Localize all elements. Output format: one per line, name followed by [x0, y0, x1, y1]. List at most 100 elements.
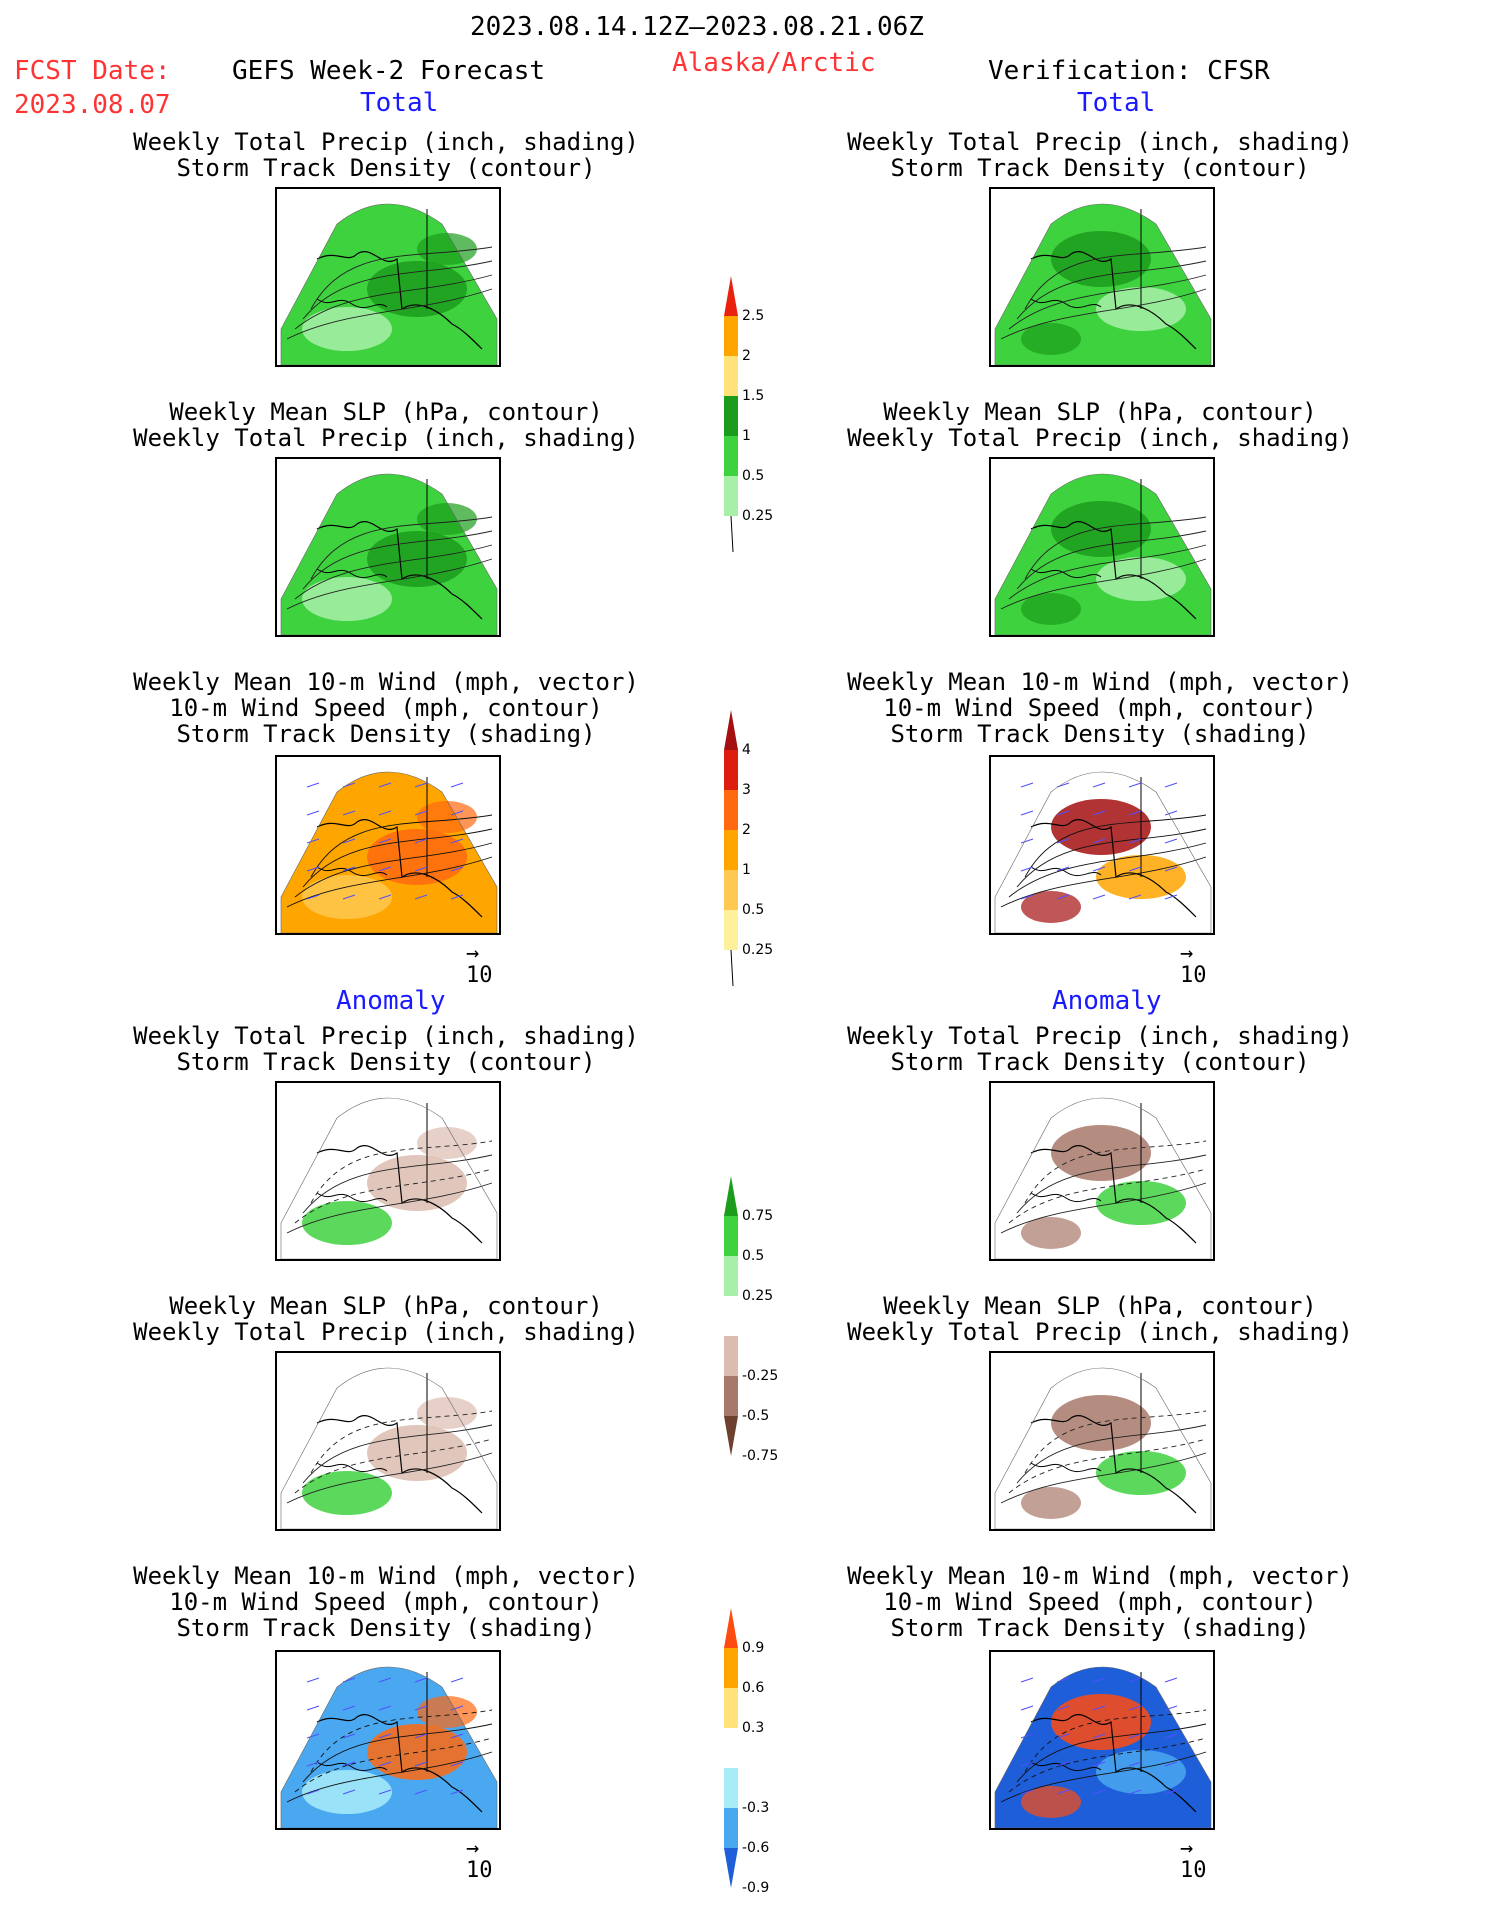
colorbar-segment: [724, 750, 738, 790]
colorbar-segment: [724, 1216, 738, 1256]
colorbar-segment: [724, 476, 738, 516]
colorbar-segment: [724, 1768, 738, 1808]
panel-title-4-left-line1: Weekly Total Precip (inch, shading): [133, 1318, 639, 1346]
colorbar-segment: [724, 1376, 738, 1416]
colorbar-segment: [724, 710, 738, 750]
panel-title-1-right-line0: Weekly Mean SLP (hPa, contour): [883, 398, 1317, 426]
colorbar-tick-label: 0.25: [742, 942, 774, 958]
colorbar-tick-label: -0.6: [742, 1840, 770, 1856]
colorbar-segment: [724, 870, 738, 910]
colorbar-tick-label: -0.9: [742, 1880, 770, 1896]
panel-title-0-right-line0: Weekly Total Precip (inch, shading): [847, 128, 1353, 156]
vector-reference-arrow: → 10: [466, 941, 493, 989]
colorbar-tick-label: 1: [742, 428, 751, 444]
panel-title-0-left-line0: Weekly Total Precip (inch, shading): [133, 128, 639, 156]
fcst-date-label: FCST Date:: [14, 56, 171, 86]
map-panel-4-forecast: [275, 1351, 501, 1531]
colorbar-storm-anom: [724, 1608, 738, 1888]
colorbar-tick-label: 3: [742, 782, 751, 798]
colorbar-tick-label: 2.5: [742, 308, 765, 324]
colorbar-segment: [724, 1688, 738, 1728]
verification-title: Verification: CFSR: [988, 56, 1270, 86]
panel-title-2-right-line0: Weekly Mean 10-m Wind (mph, vector): [847, 668, 1353, 696]
colorbar-tick-label: 0.5: [742, 1248, 765, 1264]
colorbar-tick-label: 4: [742, 742, 751, 758]
panel-title-4-left-line0: Weekly Mean SLP (hPa, contour): [169, 1292, 603, 1320]
colorbar-tick-label: 0.5: [742, 468, 765, 484]
colorbar-segment: [724, 1728, 738, 1768]
panel-title-4-right-line0: Weekly Mean SLP (hPa, contour): [883, 1292, 1317, 1320]
panel-title-1-right-line1: Weekly Total Precip (inch, shading): [847, 424, 1353, 452]
colorbar-tick-label: -0.5: [742, 1408, 770, 1424]
colorbar-tick-label: 0.9: [742, 1640, 765, 1656]
map-panel-2-forecast: [275, 755, 501, 935]
colorbar-segment: [724, 790, 738, 830]
panel-title-0-right-line1: Storm Track Density (contour): [890, 154, 1310, 182]
vector-reference-arrow: → 10: [1180, 941, 1207, 989]
vector-reference-label: 10: [1180, 1858, 1207, 1883]
colorbar-tick-label: -0.75: [742, 1448, 779, 1464]
panel-title-5-left-line1: 10-m Wind Speed (mph, contour): [169, 1588, 603, 1616]
colorbar-segment: [724, 1336, 738, 1376]
colorbar-segment: [724, 356, 738, 396]
colorbar-segment: [724, 1256, 738, 1296]
colorbar-tick-label: 0.25: [742, 1288, 774, 1304]
colorbar-segment: [724, 396, 738, 436]
panel-title-4-right-line1: Weekly Total Precip (inch, shading): [847, 1318, 1353, 1346]
panel-title-1-left-line1: Weekly Total Precip (inch, shading): [133, 424, 639, 452]
colorbar-segment: [724, 1416, 738, 1456]
panel-title-0-left-line1: Storm Track Density (contour): [176, 154, 596, 182]
section-total-left: Total: [360, 88, 439, 118]
fcst-date: 2023.08.07: [14, 90, 171, 120]
colorbar-tick-label: 1: [742, 862, 751, 878]
vector-reference-label: 10: [1180, 963, 1207, 988]
panel-title-2-left-line1: 10-m Wind Speed (mph, contour): [169, 694, 603, 722]
panel-title-5-left-line0: Weekly Mean 10-m Wind (mph, vector): [133, 1562, 639, 1590]
colorbar-tick-label: 0.5: [742, 902, 765, 918]
panel-title-3-right-line0: Weekly Total Precip (inch, shading): [847, 1022, 1353, 1050]
colorbar-tick-label: 0.3: [742, 1720, 765, 1736]
colorbar-tick-label: 1.5: [742, 388, 765, 404]
forecast-title: GEFS Week-2 Forecast: [232, 56, 546, 86]
panel-title-2-right-line2: Storm Track Density (shading): [890, 720, 1310, 748]
colorbar-segment: [724, 1648, 738, 1688]
colorbar-tick-label: 0.75: [742, 1208, 774, 1224]
panel-title-3-left-line0: Weekly Total Precip (inch, shading): [133, 1022, 639, 1050]
colorbar-segment: [724, 1608, 738, 1648]
map-panel-1-verification: [989, 457, 1215, 637]
map-panel-0-forecast: [275, 187, 501, 367]
panel-title-5-right-line1: 10-m Wind Speed (mph, contour): [883, 1588, 1317, 1616]
panel-title-3-right-line1: Storm Track Density (contour): [890, 1048, 1310, 1076]
panel-title-2-left-line0: Weekly Mean 10-m Wind (mph, vector): [133, 668, 639, 696]
map-panel-4-verification: [989, 1351, 1215, 1531]
map-panel-2-verification: [989, 755, 1215, 935]
colorbar-segment: [724, 830, 738, 870]
region-title: Alaska/Arctic: [672, 48, 876, 78]
colorbar-tick-label: 2: [742, 822, 751, 838]
panel-title-5-right-line0: Weekly Mean 10-m Wind (mph, vector): [847, 1562, 1353, 1590]
section-anomaly-left: Anomaly: [336, 986, 446, 1016]
colorbar-tick-label: 2: [742, 348, 751, 364]
colorbar-segment: [724, 1808, 738, 1848]
panel-title-5-right-line2: Storm Track Density (shading): [890, 1614, 1310, 1642]
colorbar-segment: [724, 436, 738, 476]
panel-title-5-left-line2: Storm Track Density (shading): [176, 1614, 596, 1642]
panel-title-2-left-line2: Storm Track Density (shading): [176, 720, 596, 748]
colorbar-tick-label: 0.25: [742, 508, 774, 524]
date-range: 2023.08.14.12Z–2023.08.21.06Z: [470, 12, 924, 42]
colorbar-segment: [724, 1176, 738, 1216]
vector-reference-arrow: → 10: [466, 1836, 493, 1884]
colorbar-segment: [724, 910, 738, 950]
vector-reference-label: 10: [466, 1858, 493, 1883]
colorbar-tick-label: 0.6: [742, 1680, 765, 1696]
colorbar-tick-label: -0.3: [742, 1800, 770, 1816]
section-total-right: Total: [1077, 88, 1156, 118]
colorbar-segment: [724, 1848, 738, 1888]
map-panel-3-forecast: [275, 1081, 501, 1261]
colorbar-precip-total: [724, 276, 738, 553]
colorbar-storm-total: [724, 710, 738, 987]
map-panel-3-verification: [989, 1081, 1215, 1261]
map-panel-5-forecast: [275, 1650, 501, 1830]
panel-title-2-right-line1: 10-m Wind Speed (mph, contour): [883, 694, 1317, 722]
colorbar-segment: [724, 1296, 738, 1336]
